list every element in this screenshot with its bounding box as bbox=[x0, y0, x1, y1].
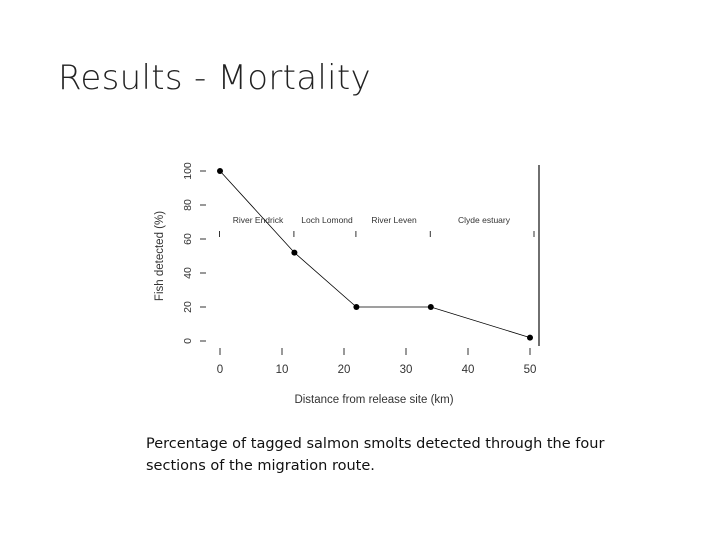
series-path bbox=[219, 170, 531, 338]
section-label: River Endrick bbox=[233, 215, 284, 225]
section-labels: River Endrick Loch Lomond River Leven Clyde… bbox=[219, 215, 535, 237]
section-label: River Leven bbox=[371, 215, 417, 225]
x-tick-label: 30 bbox=[400, 364, 413, 376]
y-tick-label: 80 bbox=[182, 199, 194, 211]
x-axis-label: Distance from release site (km) bbox=[294, 394, 453, 406]
x-tick-label: 20 bbox=[338, 364, 351, 376]
series-line bbox=[217, 168, 533, 341]
data-point bbox=[291, 249, 298, 256]
y-tick-label: 40 bbox=[182, 267, 194, 279]
data-point bbox=[527, 334, 533, 341]
y-tick-label: 60 bbox=[182, 233, 194, 245]
data-point bbox=[353, 304, 360, 310]
caption-line-2: sections of the migration route. bbox=[146, 458, 375, 474]
x-axis: 0 10 20 30 40 50 bbox=[217, 348, 537, 376]
y-axis-label: Fish detected (%) bbox=[154, 211, 166, 301]
y-axis: 0 20 40 60 80 100 bbox=[182, 162, 206, 344]
data-point bbox=[427, 304, 434, 310]
caption-line-1: Percentage of tagged salmon smolts detec… bbox=[146, 436, 605, 452]
section-label: Loch Lomond bbox=[301, 215, 353, 225]
data-point bbox=[217, 168, 223, 174]
x-tick-label: 10 bbox=[276, 364, 289, 376]
y-tick-label: 20 bbox=[182, 301, 194, 313]
x-tick-label: 40 bbox=[462, 364, 475, 376]
section-label: Clyde estuary bbox=[458, 215, 511, 225]
figure-caption: Percentage of tagged salmon smolts detec… bbox=[146, 433, 616, 477]
x-tick-label: 0 bbox=[217, 364, 223, 376]
x-tick-label: 50 bbox=[524, 364, 537, 376]
slide-title: Results - Mortality bbox=[58, 58, 371, 98]
y-tick-label: 0 bbox=[182, 338, 194, 344]
y-tick-label: 100 bbox=[182, 162, 194, 180]
